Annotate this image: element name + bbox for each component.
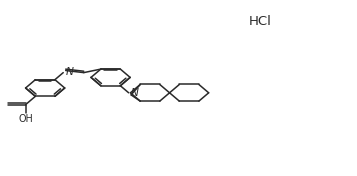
Text: OH: OH <box>18 114 33 124</box>
Text: N: N <box>131 88 139 98</box>
Text: HCl: HCl <box>249 15 272 28</box>
Text: N: N <box>66 67 74 77</box>
